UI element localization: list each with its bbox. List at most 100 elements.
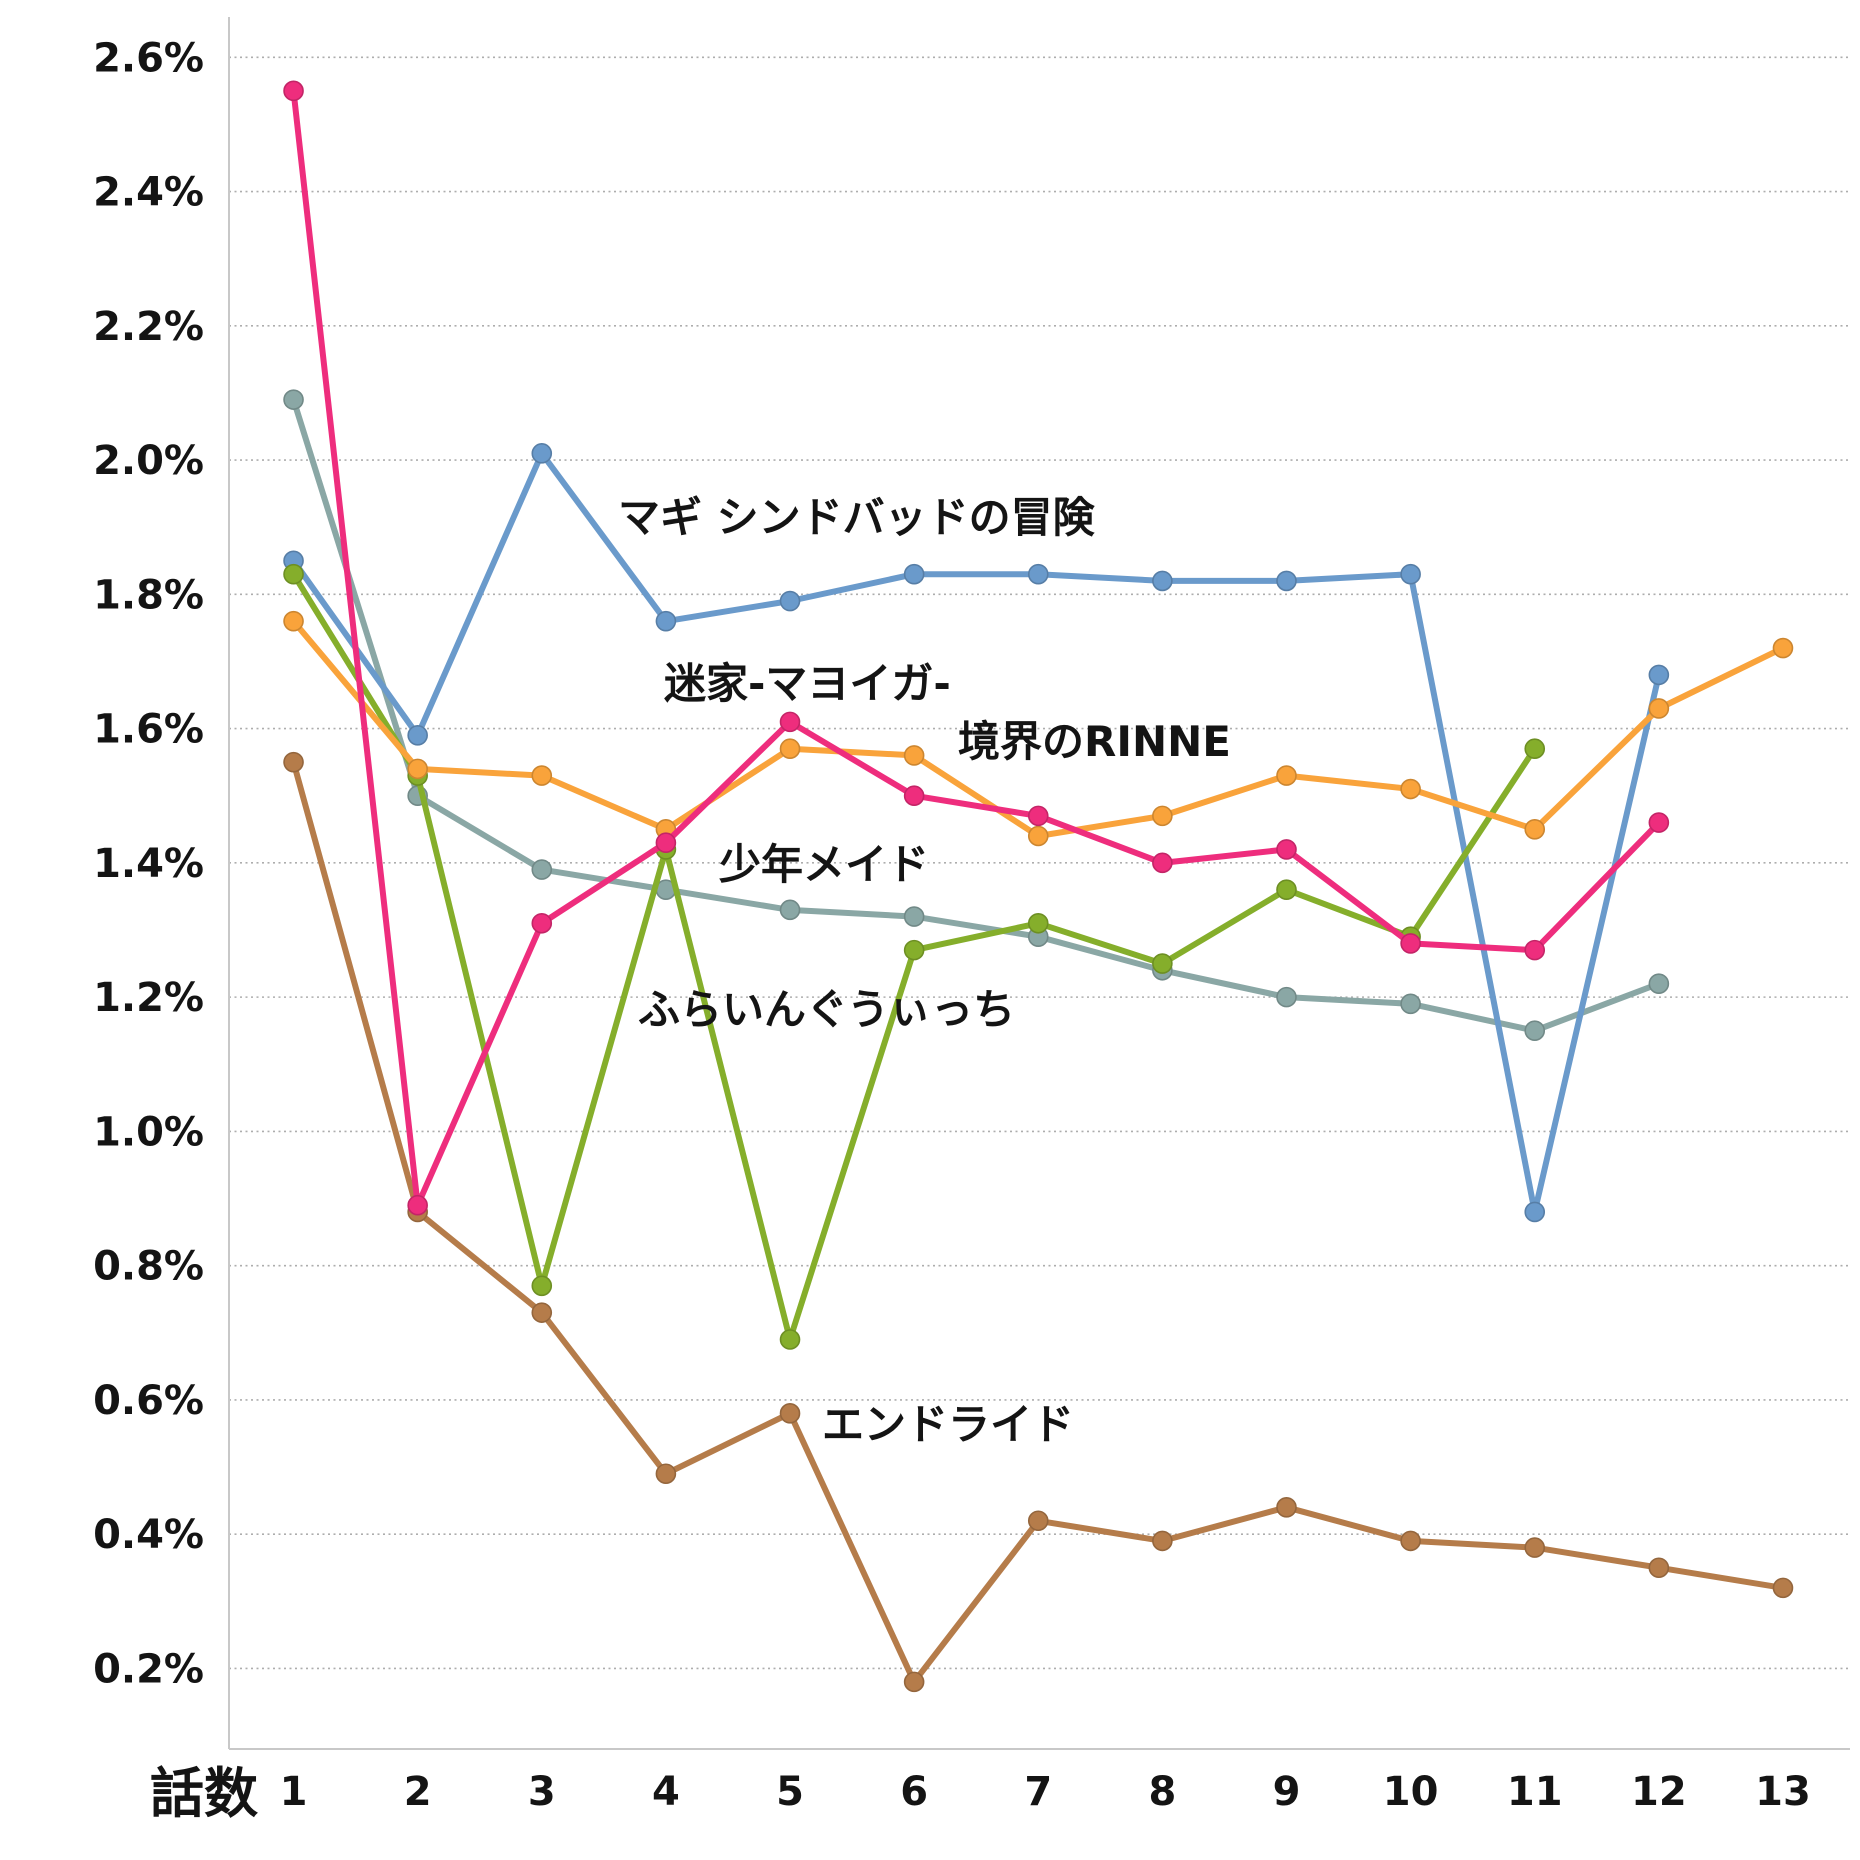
data-point-endride-ep12	[1648, 1557, 1670, 1579]
data-point-rinne-ep6	[903, 785, 925, 807]
x-tick-labels: 1 2 3 4 5 6 7 8 9 10 11 12 13	[280, 1769, 1811, 1815]
x-tick-label: 11	[1507, 1769, 1563, 1815]
y-tick-label: 2.6%	[93, 35, 204, 81]
data-point-endride-ep5	[779, 1403, 801, 1424]
series-line-rinne	[290, 87, 1662, 1209]
data-point-flying-witch-ep1	[283, 563, 304, 585]
x-tick-label: 1	[280, 1769, 308, 1815]
y-tick-labels: 0.2% 0.4% 0.6% 0.8% 1.0% 1.2% 1.4% 1.6% 1.8% 2.0%…	[93, 35, 204, 1692]
data-point-rinne-ep9	[1276, 839, 1297, 860]
data-point-flying-witch-ep6	[903, 939, 925, 961]
y-tick-label: 0.4%	[93, 1512, 204, 1558]
data-point-rinne-ep4	[655, 832, 677, 854]
x-tick-label: 9	[1273, 1769, 1301, 1815]
data-point-mayoiga-ep9	[1276, 765, 1297, 786]
y-tick-label: 0.6%	[93, 1378, 204, 1424]
x-tick-label: 5	[776, 1769, 804, 1815]
series-layer	[283, 80, 1794, 1693]
data-point-flying-witch-ep9	[1276, 879, 1297, 901]
series-shonen-maid	[283, 389, 1670, 1041]
series-magi	[283, 443, 1670, 1223]
data-point-endride-ep9	[1276, 1497, 1297, 1518]
data-point-magi-ep7	[1027, 563, 1049, 585]
x-tick-label: 4	[652, 1769, 680, 1815]
data-point-mayoiga-ep2	[407, 758, 428, 780]
data-point-flying-witch-ep8	[1152, 953, 1173, 974]
data-point-shonen-maid-ep6	[903, 906, 925, 927]
data-point-endride-ep8	[1152, 1530, 1173, 1552]
data-point-mayoiga-ep8	[1152, 805, 1173, 827]
data-point-endride-ep11	[1524, 1537, 1546, 1558]
data-point-endride-ep7	[1027, 1510, 1049, 1532]
data-point-mayoiga-ep5	[779, 738, 801, 760]
data-point-flying-witch-ep11	[1524, 738, 1546, 760]
data-point-flying-witch-ep3	[531, 1275, 553, 1297]
data-point-shonen-maid-ep10	[1400, 993, 1421, 1015]
data-point-magi-ep4	[655, 610, 677, 632]
x-tick-label: 13	[1755, 1769, 1811, 1815]
series-label-endride: エンドライド	[822, 1400, 1074, 1449]
y-tick-label: 1.2%	[93, 975, 204, 1021]
x-tick-label: 2	[404, 1769, 432, 1815]
data-point-shonen-maid-ep11	[1524, 1020, 1546, 1041]
y-tick-label: 1.6%	[93, 707, 204, 753]
gridlines	[229, 56, 1850, 1670]
data-point-endride-ep13	[1772, 1577, 1794, 1599]
x-tick-label: 10	[1383, 1769, 1439, 1815]
data-point-endride-ep3	[531, 1302, 553, 1323]
x-axis-label: 話数	[150, 1762, 258, 1825]
data-point-mayoiga-ep3	[531, 765, 553, 786]
series-label-mayoiga: 迷家-マヨイガ-	[664, 659, 951, 708]
data-point-mayoiga-ep11	[1524, 818, 1546, 840]
data-point-mayoiga-ep1	[283, 610, 304, 632]
series-line-magi	[290, 450, 1662, 1215]
data-point-rinne-ep2	[407, 1194, 428, 1216]
data-point-magi-ep2	[407, 725, 428, 746]
data-point-shonen-maid-ep1	[283, 389, 304, 410]
series-endride	[283, 751, 1794, 1693]
x-tick-label: 6	[900, 1769, 928, 1815]
series-label-shonen-maid: 少年メイド	[719, 840, 929, 889]
y-tick-label: 2.2%	[93, 304, 204, 350]
series-label-magi: マギ シンドバッドの冒険	[618, 493, 1096, 542]
data-point-mayoiga-ep12	[1648, 698, 1670, 719]
data-point-endride-ep4	[655, 1463, 677, 1485]
data-point-magi-ep12	[1648, 664, 1670, 686]
data-point-magi-ep8	[1152, 570, 1173, 592]
data-point-flying-witch-ep5	[779, 1329, 801, 1350]
data-point-rinne-ep5	[779, 711, 801, 733]
series-label-flying-witch: ふらいんぐうぃっち	[638, 985, 1015, 1034]
y-tick-label: 2.4%	[93, 170, 204, 216]
data-point-magi-ep5	[779, 590, 801, 612]
data-point-endride-ep1	[283, 751, 304, 773]
data-point-rinne-ep7	[1027, 805, 1049, 827]
y-tick-label: 1.0%	[93, 1109, 204, 1155]
x-tick-label: 7	[1024, 1769, 1052, 1815]
data-point-rinne-ep12	[1648, 812, 1670, 833]
data-point-rinne-ep1	[283, 80, 304, 102]
data-point-rinne-ep10	[1400, 933, 1421, 954]
y-tick-label: 1.8%	[93, 572, 204, 618]
y-tick-label: 0.8%	[93, 1244, 204, 1290]
data-point-shonen-maid-ep12	[1648, 973, 1670, 994]
data-point-magi-ep6	[903, 563, 925, 585]
data-point-mayoiga-ep6	[903, 745, 925, 766]
y-tick-label: 1.4%	[93, 841, 204, 887]
data-point-shonen-maid-ep9	[1276, 986, 1297, 1008]
data-point-shonen-maid-ep3	[531, 859, 553, 880]
series-line-shonen-maid	[290, 396, 1662, 1034]
data-point-magi-ep3	[531, 443, 553, 464]
data-point-rinne-ep8	[1152, 852, 1173, 874]
data-point-endride-ep6	[903, 1671, 925, 1693]
series-mayoiga	[283, 610, 1794, 847]
series-line-endride	[290, 759, 1786, 1685]
x-tick-label: 8	[1148, 1769, 1176, 1815]
series-rinne	[283, 80, 1670, 1216]
data-point-mayoiga-ep7	[1027, 825, 1049, 847]
data-point-endride-ep10	[1400, 1530, 1421, 1552]
data-point-flying-witch-ep7	[1027, 912, 1049, 934]
series-label-rinne: 境界のRINNE	[958, 717, 1231, 766]
x-tick-label: 12	[1631, 1769, 1687, 1815]
data-point-mayoiga-ep10	[1400, 778, 1421, 800]
